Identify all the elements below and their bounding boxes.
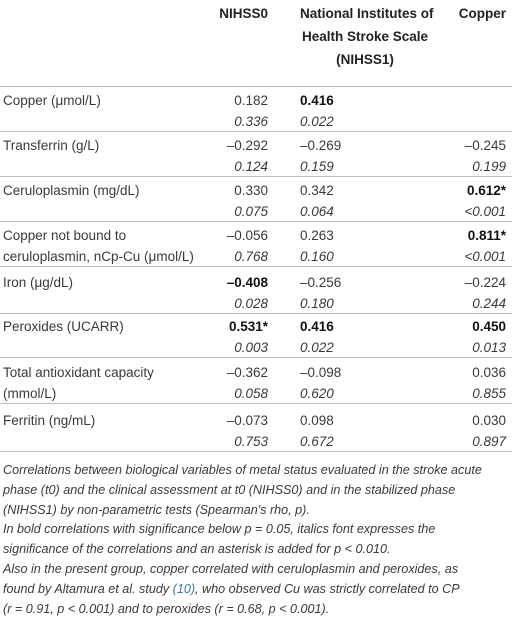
p-value: <0.001 xyxy=(464,249,506,264)
p-value: 0.064 xyxy=(300,204,334,219)
correlation-value: 0.036 xyxy=(472,365,506,380)
footnote-line: phase (t0) and the clinical assessment a… xyxy=(3,482,455,498)
row-label: ceruloplasmin, nCp-Cu (μmol/L) xyxy=(3,249,194,264)
correlation-value: –0.056 xyxy=(226,228,268,243)
p-value: 0.672 xyxy=(300,434,334,449)
p-value: 0.028 xyxy=(234,296,268,311)
footnote-text: (r = 0.91, p < 0.001) and to peroxides (… xyxy=(3,601,330,616)
p-value: 0.855 xyxy=(472,386,506,401)
footnote-text: phase (t0) and the clinical assessment a… xyxy=(3,482,456,497)
row-label: (mmol/L) xyxy=(3,386,57,401)
correlation-value: –0.245 xyxy=(464,138,506,153)
correlation-value: 0.098 xyxy=(300,413,334,428)
row-label: Ceruloplasmin (mg/dL) xyxy=(3,183,140,198)
p-value: 0.897 xyxy=(472,434,506,449)
p-value: 0.244 xyxy=(472,296,506,311)
footnote-line: (NIHSS1) by non-parametric tests (Spearm… xyxy=(3,502,310,518)
p-value: 0.075 xyxy=(234,204,268,219)
row-label: Peroxides (UCARR) xyxy=(3,319,124,334)
footnote-text: , who observed Cu was strictly correlate… xyxy=(195,581,460,596)
correlation-value: –0.362 xyxy=(226,365,268,380)
footnote-line: found by Altamura et al. study (10), who… xyxy=(3,581,460,597)
row-rule xyxy=(0,403,512,404)
row-label: Ferritin (ng/mL) xyxy=(3,413,96,428)
correlation-value: –0.269 xyxy=(300,138,342,153)
footnote-line: Also in the present group, copper correl… xyxy=(3,561,458,577)
row-rule xyxy=(0,131,512,132)
correlation-value: 0.531* xyxy=(228,319,268,334)
footnote-line: Correlations between biological variable… xyxy=(3,462,482,478)
correlation-value: 0.612* xyxy=(466,183,506,198)
row-label: Total antioxidant capacity xyxy=(3,365,154,380)
footnote-text: significance of the correlations and an … xyxy=(3,542,391,557)
footnote-line: In bold correlations with significance b… xyxy=(3,521,435,537)
header-rule xyxy=(0,86,512,87)
p-value: 0.159 xyxy=(300,159,334,174)
correlation-value: 0.416 xyxy=(300,93,334,108)
row-label: Copper (μmol/L) xyxy=(3,93,101,108)
column-header: Health Stroke Scale xyxy=(301,29,429,44)
row-rule xyxy=(0,221,512,222)
correlation-value: 0.030 xyxy=(472,413,506,428)
p-value: 0.180 xyxy=(300,296,334,311)
column-header: Copper xyxy=(458,6,506,21)
footnote-line: significance of the correlations and an … xyxy=(3,541,391,557)
column-header: NIHSS0 xyxy=(219,6,268,21)
p-value: 0.022 xyxy=(300,340,334,355)
correlation-value: 0.450 xyxy=(472,319,506,334)
row-label: Transferrin (g/L) xyxy=(3,138,100,153)
p-value: 0.753 xyxy=(234,434,268,449)
row-rule xyxy=(0,313,512,314)
row-label: Copper not bound to xyxy=(3,228,127,243)
reference-link[interactable]: (10) xyxy=(172,581,196,596)
p-value: 0.199 xyxy=(472,159,506,174)
p-value: 0.336 xyxy=(234,114,268,129)
footnote-text: Correlations between biological variable… xyxy=(3,463,482,477)
row-label: Iron (μg/dL) xyxy=(3,275,74,290)
p-value: 0.013 xyxy=(472,340,506,355)
p-value: 0.160 xyxy=(300,249,334,264)
p-value: 0.003 xyxy=(234,340,268,355)
p-value: <0.001 xyxy=(464,204,506,219)
p-value: 0.058 xyxy=(234,386,268,401)
correlation-value: 0.263 xyxy=(300,228,334,243)
correlation-value: –0.073 xyxy=(226,413,268,428)
footnote-line: (r = 0.91, p < 0.001) and to peroxides (… xyxy=(3,601,329,617)
footnote-text: In bold correlations with significance b… xyxy=(3,522,436,537)
correlation-value: 0.330 xyxy=(234,183,268,198)
correlation-value: –0.292 xyxy=(226,138,268,153)
correlation-value: –0.408 xyxy=(226,275,268,290)
p-value: 0.022 xyxy=(300,114,334,129)
correlation-value: –0.224 xyxy=(464,275,506,290)
correlation-value: –0.256 xyxy=(300,275,342,290)
footnote-text: Also in the present group, copper correl… xyxy=(3,562,459,576)
column-header: National Institutes of xyxy=(300,6,434,21)
correlation-value: 0.811* xyxy=(467,228,506,243)
row-rule xyxy=(0,176,512,177)
p-value: 0.620 xyxy=(300,386,334,401)
correlation-value: 0.182 xyxy=(234,93,268,108)
correlation-value: 0.342 xyxy=(300,183,334,198)
row-rule xyxy=(0,451,512,452)
column-header: (NIHSS1) xyxy=(336,52,394,67)
footnote-text: found by Altamura et al. study xyxy=(3,581,173,596)
row-rule xyxy=(0,357,512,358)
row-rule xyxy=(0,266,512,267)
correlation-value: –0.098 xyxy=(300,365,342,380)
footnote-text: (NIHSS1) by non-parametric tests (Spearm… xyxy=(3,502,310,517)
correlation-value: 0.416 xyxy=(300,319,334,334)
p-value: 0.768 xyxy=(234,249,268,264)
p-value: 0.124 xyxy=(234,159,268,174)
